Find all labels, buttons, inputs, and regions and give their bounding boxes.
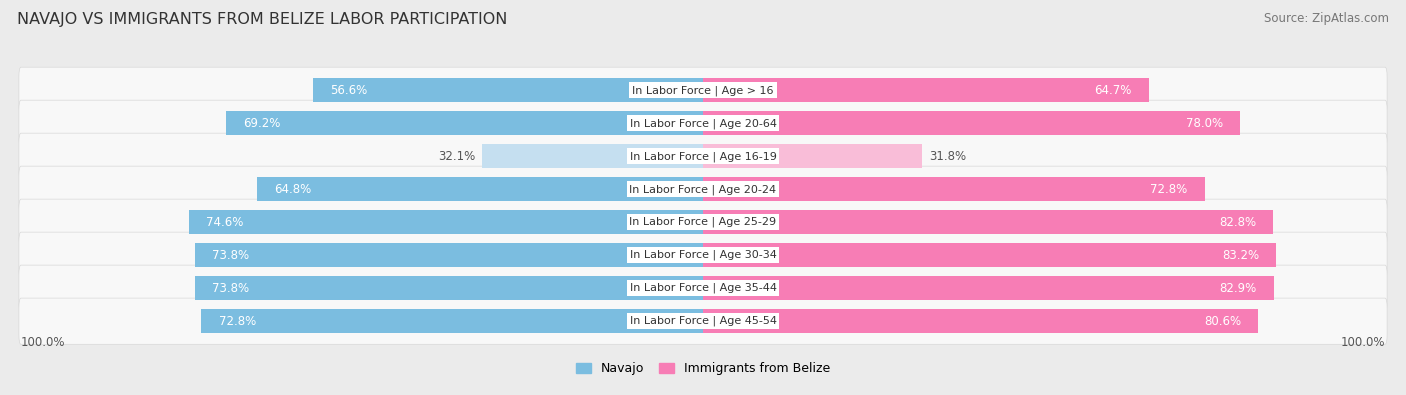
Bar	[703, 243, 1277, 267]
Text: 80.6%: 80.6%	[1204, 315, 1241, 328]
FancyBboxPatch shape	[18, 67, 1388, 113]
FancyBboxPatch shape	[18, 166, 1388, 213]
Text: 74.6%: 74.6%	[207, 216, 243, 229]
Text: 64.8%: 64.8%	[274, 183, 311, 196]
FancyBboxPatch shape	[18, 232, 1388, 278]
Bar	[314, 79, 703, 102]
Text: In Labor Force | Age 45-54: In Labor Force | Age 45-54	[630, 316, 776, 326]
Bar	[703, 177, 1205, 201]
Bar	[703, 79, 1149, 102]
Text: 72.8%: 72.8%	[219, 315, 256, 328]
Bar	[703, 111, 1240, 135]
Bar	[256, 177, 703, 201]
Text: 69.2%: 69.2%	[243, 117, 281, 130]
FancyBboxPatch shape	[18, 100, 1388, 147]
Text: Source: ZipAtlas.com: Source: ZipAtlas.com	[1264, 12, 1389, 25]
Text: 83.2%: 83.2%	[1222, 249, 1258, 262]
Text: 32.1%: 32.1%	[437, 150, 475, 163]
Bar	[482, 145, 703, 168]
Text: In Labor Force | Age > 16: In Labor Force | Age > 16	[633, 85, 773, 96]
Text: 100.0%: 100.0%	[1340, 336, 1385, 349]
Bar	[703, 309, 1258, 333]
Text: 100.0%: 100.0%	[21, 336, 66, 349]
Text: 31.8%: 31.8%	[929, 150, 966, 163]
Text: 73.8%: 73.8%	[212, 282, 249, 295]
Legend: Navajo, Immigrants from Belize: Navajo, Immigrants from Belize	[571, 357, 835, 380]
Bar	[201, 309, 703, 333]
FancyBboxPatch shape	[18, 199, 1388, 245]
Text: 73.8%: 73.8%	[212, 249, 249, 262]
Text: In Labor Force | Age 25-29: In Labor Force | Age 25-29	[630, 217, 776, 228]
Bar	[703, 211, 1274, 234]
Bar	[194, 243, 703, 267]
Text: In Labor Force | Age 20-24: In Labor Force | Age 20-24	[630, 184, 776, 194]
Text: In Labor Force | Age 35-44: In Labor Force | Age 35-44	[630, 283, 776, 293]
FancyBboxPatch shape	[18, 265, 1388, 311]
Bar	[188, 211, 703, 234]
Text: In Labor Force | Age 30-34: In Labor Force | Age 30-34	[630, 250, 776, 260]
Bar	[703, 145, 922, 168]
Bar	[194, 276, 703, 300]
Text: 78.0%: 78.0%	[1187, 117, 1223, 130]
Text: 82.8%: 82.8%	[1219, 216, 1256, 229]
Text: 72.8%: 72.8%	[1150, 183, 1187, 196]
Bar	[226, 111, 703, 135]
Text: In Labor Force | Age 16-19: In Labor Force | Age 16-19	[630, 151, 776, 162]
Text: In Labor Force | Age 20-64: In Labor Force | Age 20-64	[630, 118, 776, 128]
Bar	[703, 276, 1274, 300]
FancyBboxPatch shape	[18, 298, 1388, 344]
FancyBboxPatch shape	[18, 133, 1388, 179]
Text: NAVAJO VS IMMIGRANTS FROM BELIZE LABOR PARTICIPATION: NAVAJO VS IMMIGRANTS FROM BELIZE LABOR P…	[17, 12, 508, 27]
Text: 56.6%: 56.6%	[330, 84, 367, 97]
Text: 82.9%: 82.9%	[1219, 282, 1257, 295]
Text: 64.7%: 64.7%	[1094, 84, 1132, 97]
